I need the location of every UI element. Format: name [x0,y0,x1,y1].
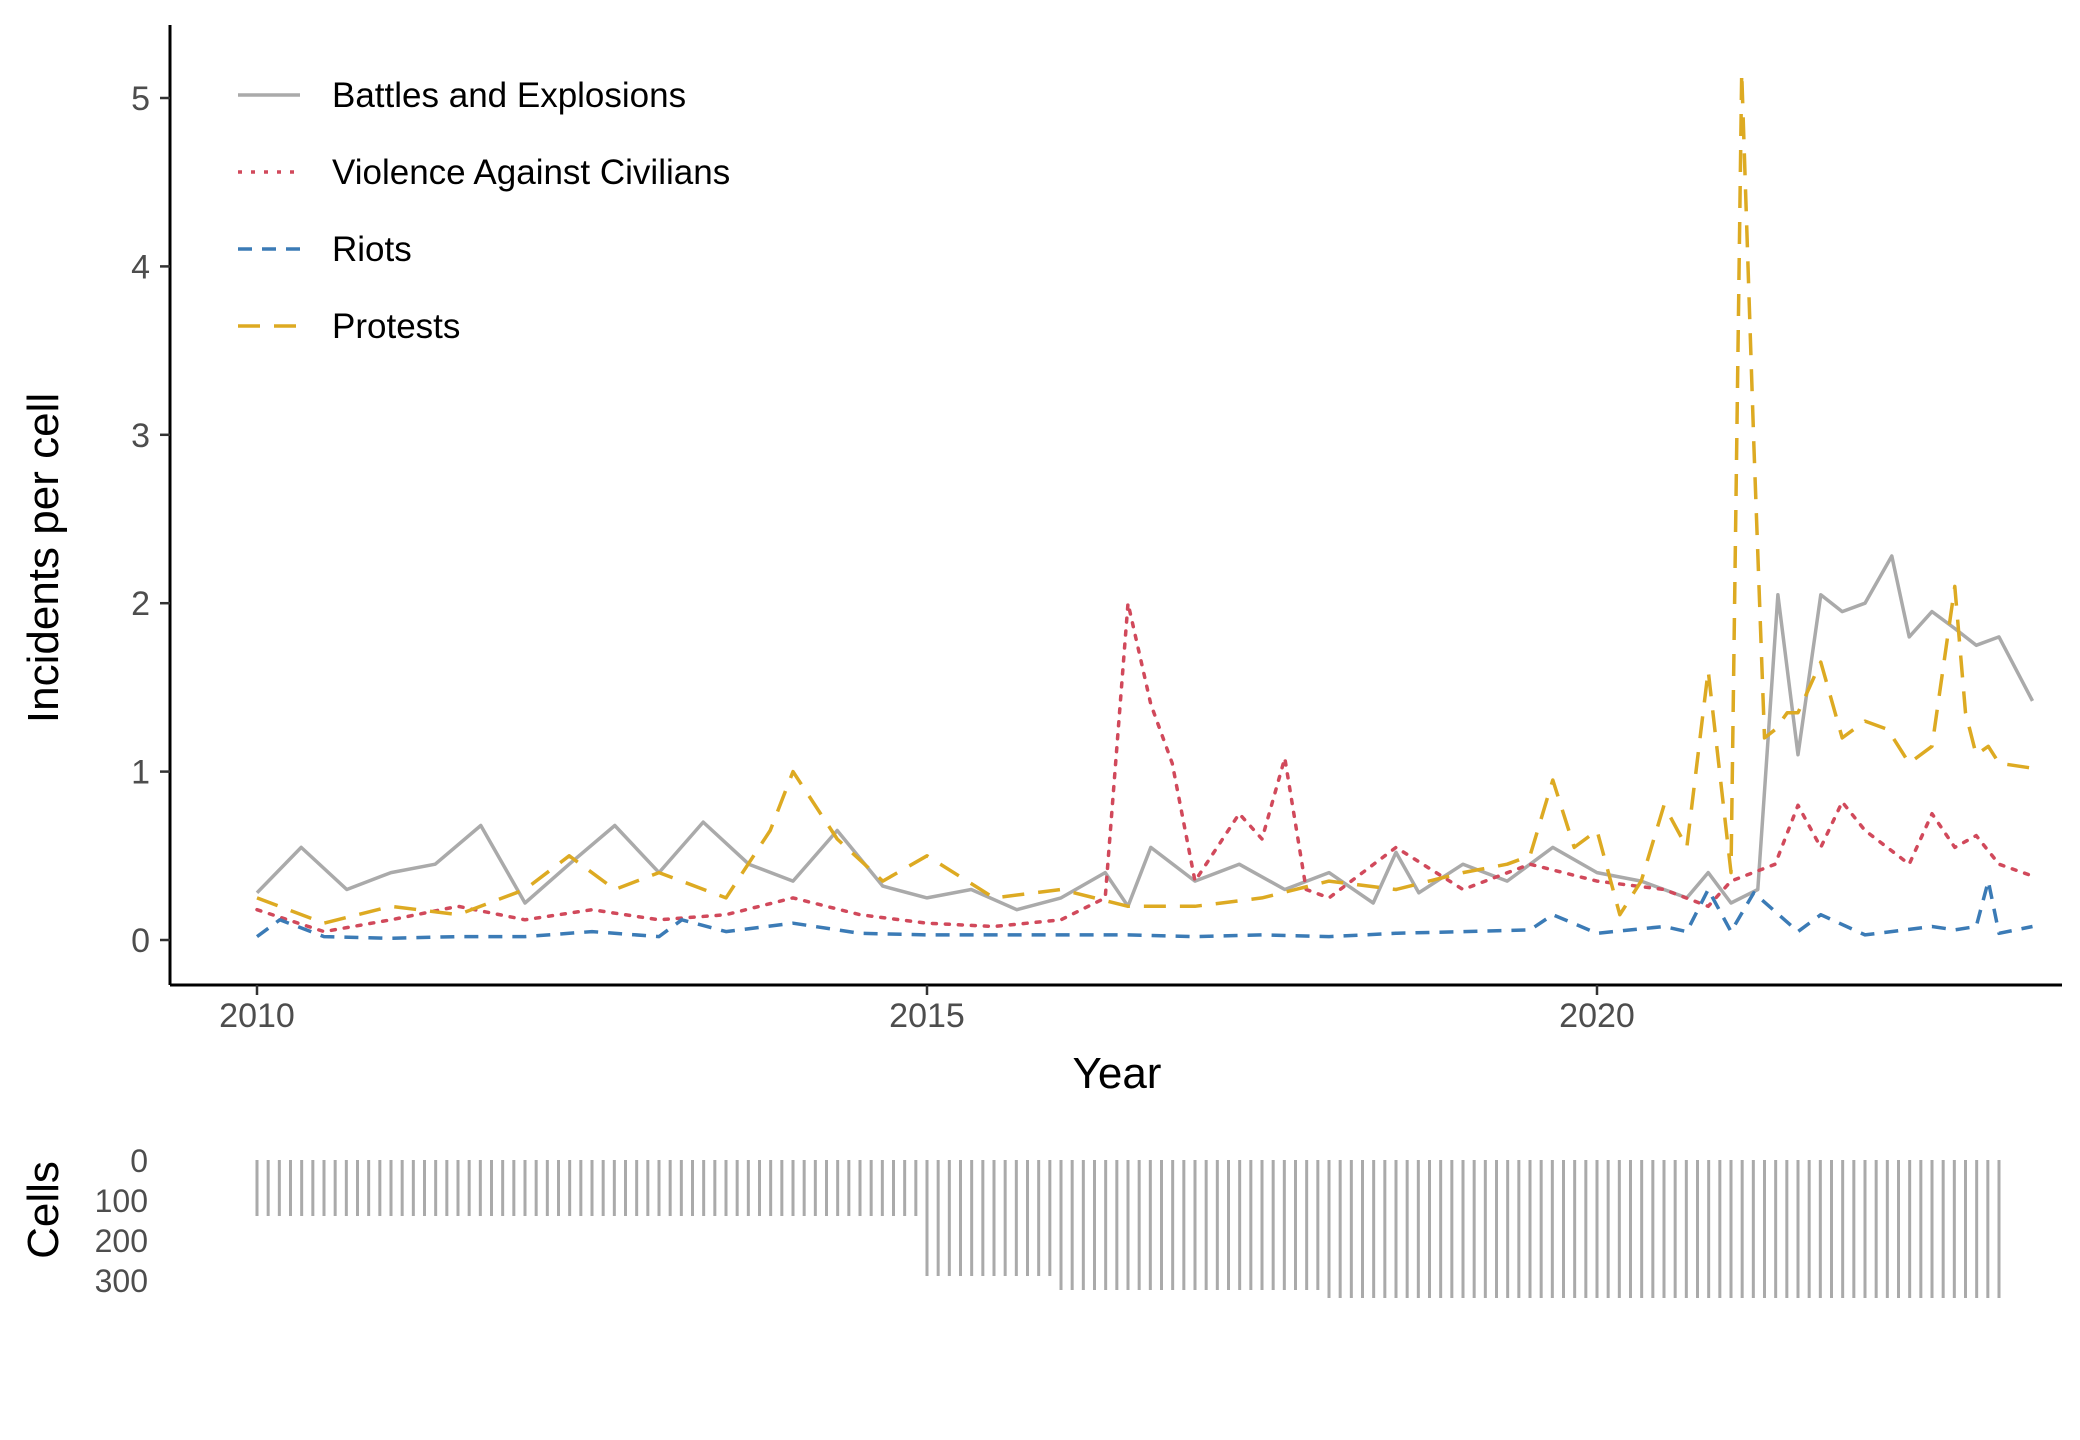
cells-tick-label: 200 [95,1223,148,1259]
legend-label: Protests [332,307,460,346]
y-tick-label: 2 [131,585,150,623]
y-tick-label: 1 [131,754,150,792]
x-tick-label: 2010 [219,997,295,1035]
main-plot-panel: 0 1 2 3 4 5 2010 2015 2020 [131,25,2062,1035]
legend: Battles and Explosions Violence Against C… [238,76,730,346]
cells-tick-label: 100 [95,1183,148,1219]
x-tick-label: 2015 [889,997,965,1035]
cells-plot-panel: 0 100 200 300 [95,1143,2001,1299]
legend-label: Battles and Explosions [332,76,686,115]
series-line-battles-and-explosions [255,554,2035,912]
legend-label: Riots [332,230,412,269]
x-tick-label: 2020 [1559,997,1635,1035]
series-line-violence-against-civilians [255,601,2035,934]
y-tick-label: 3 [131,417,150,455]
cells-tick-label: 300 [95,1263,148,1299]
y-tick-label: 4 [131,248,150,286]
cells-axis-title: Cells [19,1161,68,1259]
series-line-riots [255,879,2033,941]
y-axis-title: Incidents per cell [19,393,68,723]
series-line-protests [256,70,2033,925]
y-tick-label: 0 [131,922,150,960]
x-axis-title: Year [1073,1049,1162,1098]
cells-tick-label: 0 [130,1143,148,1179]
y-tick-label: 5 [131,80,150,118]
legend-label: Violence Against Civilians [332,153,730,192]
